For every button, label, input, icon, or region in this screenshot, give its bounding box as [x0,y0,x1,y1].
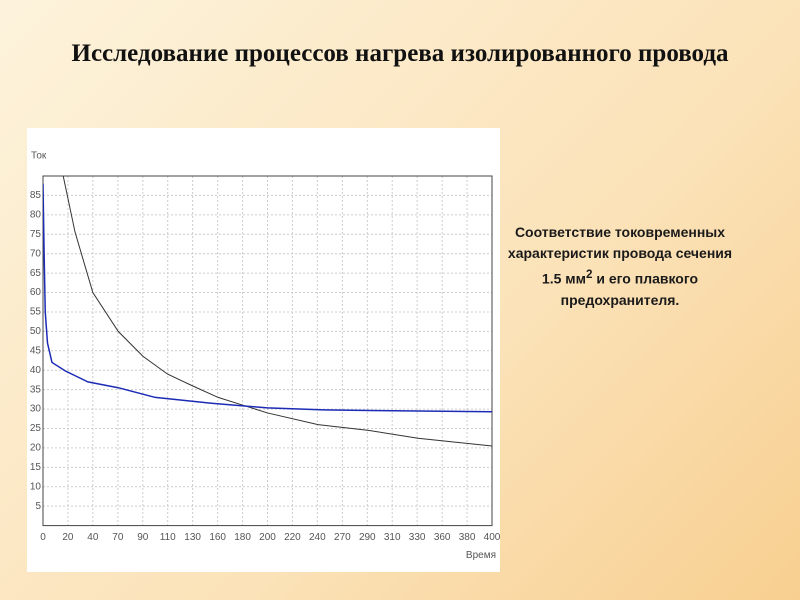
x-tick-label: 90 [137,532,149,543]
x-tick-label: 70 [112,532,124,543]
y-tick-label: 80 [30,209,42,220]
y-tick-label: 40 [30,365,42,376]
x-tick-label: 160 [209,532,226,543]
y-tick-label: 10 [30,481,42,492]
y-tick-label: 50 [30,326,42,337]
y-tick-label: 5 [35,501,41,512]
y-axis-label: Ток [31,151,47,162]
x-tick-label: 0 [40,532,46,543]
series-line [43,183,492,413]
y-tick-label: 30 [30,404,42,415]
x-tick-label: 400 [484,532,500,543]
chart-panel [27,128,500,572]
x-tick-label: 270 [334,532,351,543]
y-tick-label: 75 [30,229,42,240]
x-tick-label: 330 [409,532,426,543]
series-line [62,176,492,447]
x-tick-label: 180 [234,532,251,543]
y-tick-label: 60 [30,287,42,298]
x-tick-label: 360 [434,532,451,543]
x-tick-label: 40 [87,532,99,543]
y-tick-label: 45 [30,345,42,356]
caption: Соответствие токовременных характеристик… [505,222,735,311]
y-tick-label: 25 [30,423,42,434]
caption-sup: 2 [586,268,593,281]
caption-text: Соответствие токовременных характеристик… [507,224,733,287]
caption-text: и его плавкого предохранителя. [560,270,699,308]
y-tick-label: 15 [30,462,42,473]
x-tick-label: 110 [160,532,176,543]
x-axis-label: Время [466,550,496,561]
x-tick-label: 20 [62,532,74,543]
slide-title: Исследование процессов нагрева изолирова… [71,40,729,67]
x-tick-label: 200 [259,532,276,543]
chart: 5 10 15 20 25 30 35 40 45 50 55 60 65 70 75 80 85 0 20 40 70… [27,128,500,572]
y-tick-label: 65 [30,268,42,279]
plot-frame [42,175,493,527]
y-tick-label: 55 [30,307,42,318]
x-tick-label: 310 [384,532,401,543]
y-tick-label: 35 [30,384,42,395]
x-tick-label: 240 [309,532,326,543]
x-tick-label: 220 [284,532,301,543]
x-tick-label: 380 [459,532,476,543]
y-tick-label: 70 [30,248,42,259]
y-tick-label: 20 [30,443,42,454]
y-tick-label: 85 [30,190,42,201]
x-tick-label: 290 [359,532,376,543]
x-tick-label: 130 [184,532,201,543]
